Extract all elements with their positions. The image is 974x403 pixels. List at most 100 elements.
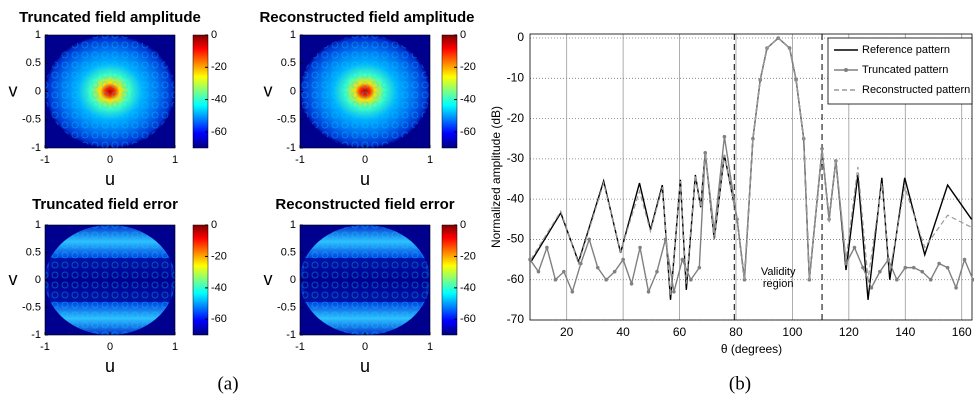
series-marker xyxy=(920,269,925,274)
field-texture xyxy=(300,35,430,148)
colorbar xyxy=(441,34,458,149)
x-tick-label: 80 xyxy=(729,325,743,339)
y-tick-label: 0.5 xyxy=(281,57,296,69)
y-tick-label: -0.5 xyxy=(22,301,41,313)
series-marker xyxy=(672,290,676,294)
colorbar-tick-label: -60 xyxy=(460,126,476,138)
plot-frame xyxy=(299,224,431,336)
series-marker xyxy=(646,290,651,294)
legend-label: Reference pattern xyxy=(862,44,950,56)
series-marker xyxy=(604,277,608,282)
panel-title: Reconstructed field error xyxy=(275,196,454,213)
colorbar-tick-label: 0 xyxy=(460,219,466,231)
series-marker xyxy=(570,290,575,294)
legend-marker xyxy=(844,68,848,72)
series-marker xyxy=(638,245,642,250)
colorbar-tick-label: 0 xyxy=(211,219,217,231)
colorbar-tick-label: -60 xyxy=(460,313,476,325)
plot-frame xyxy=(299,34,431,149)
y-tick-label: 1 xyxy=(290,29,296,41)
y-tick-label: -1 xyxy=(286,329,296,341)
colorbar-tick-label: -20 xyxy=(460,61,476,73)
plot-frame xyxy=(44,224,176,336)
series-marker xyxy=(697,265,702,270)
series-marker xyxy=(971,277,974,282)
x-tick-label: 60 xyxy=(673,325,687,339)
x-tick-label: 120 xyxy=(839,325,859,339)
x-tick-label: 0 xyxy=(362,154,368,166)
y-tick-label: -70 xyxy=(507,312,525,326)
annotation: Validity xyxy=(761,266,796,278)
field-texture xyxy=(300,225,430,335)
y-tick-label: 0 xyxy=(35,85,41,97)
series-marker xyxy=(844,261,848,266)
colorbar-tick-label: -20 xyxy=(211,61,227,73)
y-axis-label: Normalized amplitude (dB) xyxy=(489,106,503,248)
y-tick-label: 0 xyxy=(517,30,524,44)
y-tick-label: 0 xyxy=(290,85,296,97)
series-line xyxy=(530,37,972,296)
field-texture xyxy=(45,225,175,335)
series-marker xyxy=(703,151,708,155)
y-tick-label: 0.5 xyxy=(26,246,41,258)
x-tick-label: -1 xyxy=(40,154,50,166)
y-tick-label: 0 xyxy=(290,274,296,286)
x-axis-label: u xyxy=(105,169,115,189)
y-tick-label: 1 xyxy=(35,219,41,231)
series-marker xyxy=(612,269,617,274)
y-axis-label: v xyxy=(264,80,273,100)
series-marker xyxy=(911,265,916,270)
series-marker xyxy=(937,261,941,266)
x-axis-label: θ (degrees) xyxy=(721,342,782,356)
x-axis-label: u xyxy=(360,356,370,376)
y-tick-label: 0.5 xyxy=(281,246,296,258)
colorbar-tick-label: -20 xyxy=(460,250,476,262)
x-tick-label: -1 xyxy=(295,154,305,166)
legend-box xyxy=(827,37,973,105)
y-tick-label: -40 xyxy=(507,191,525,205)
y-axis-label: v xyxy=(9,80,18,100)
x-axis-label: u xyxy=(105,356,115,376)
y-tick-label: -30 xyxy=(507,151,525,165)
series-marker xyxy=(903,265,908,270)
colorbar xyxy=(441,224,458,336)
colorbar-tick-label: -40 xyxy=(460,282,476,294)
series-marker xyxy=(545,245,549,250)
series-marker xyxy=(751,136,755,141)
x-tick-label: 20 xyxy=(560,325,574,339)
colorbar-tick-label: 0 xyxy=(211,29,217,41)
y-tick-label: -10 xyxy=(507,70,525,84)
series-marker xyxy=(587,237,592,242)
y-tick-label: 1 xyxy=(35,29,41,41)
series-marker xyxy=(663,237,668,242)
y-tick-label: 0.5 xyxy=(26,57,41,69)
colorbar-tick-label: -60 xyxy=(211,313,227,325)
y-tick-label: -60 xyxy=(507,272,525,286)
x-tick-label: 1 xyxy=(427,154,433,166)
x-tick-label: 0 xyxy=(107,341,113,353)
series-marker xyxy=(621,257,625,262)
series-marker xyxy=(722,134,727,139)
series-marker xyxy=(595,265,600,270)
series-marker xyxy=(680,257,685,262)
series-marker xyxy=(578,261,583,266)
y-tick-label: -20 xyxy=(507,111,525,125)
colorbar-tick-label: -40 xyxy=(211,93,227,105)
y-tick-label: -0.5 xyxy=(277,114,296,126)
x-tick-label: 40 xyxy=(616,325,630,339)
y-axis-label: v xyxy=(264,269,273,289)
colorbar-tick-label: -40 xyxy=(211,282,227,294)
x-tick-label: 100 xyxy=(782,325,802,339)
x-tick-label: 1 xyxy=(172,341,178,353)
x-tick-label: 1 xyxy=(427,341,433,353)
series-marker xyxy=(655,269,659,274)
y-tick-label: -1 xyxy=(286,142,296,154)
caption: (a) xyxy=(217,373,238,394)
series-marker xyxy=(945,265,950,270)
panel-title: Truncated field amplitude xyxy=(19,9,201,26)
series-marker xyxy=(895,277,899,282)
series-marker xyxy=(928,277,933,282)
series-marker xyxy=(954,285,958,290)
legend-label: Truncated pattern xyxy=(862,64,948,76)
